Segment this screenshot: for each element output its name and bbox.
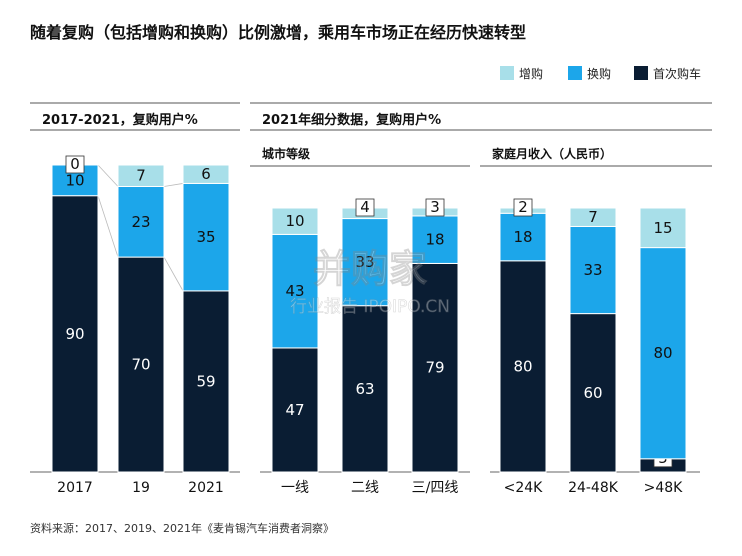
data-label-box <box>65 155 85 174</box>
watermark: 并购家 行业报告 IPOIPO.CN <box>290 247 451 318</box>
category-label-income-1: 24-48K <box>568 480 619 496</box>
legend-label-first: 首次购车 <box>653 66 701 81</box>
data-label-trend-0-0: 90 <box>65 325 84 343</box>
connector-line <box>97 195 119 258</box>
bar-segment-city-2-0 <box>411 262 459 473</box>
data-label-city-0-0: 47 <box>285 401 304 419</box>
category-label-income-2: >48K <box>644 480 684 496</box>
category-label-city-1: 二线 <box>351 480 379 496</box>
bar-segment-city-1-0 <box>341 305 389 473</box>
connector-line <box>163 183 184 187</box>
bar-segment-city-0-0 <box>271 347 319 473</box>
data-label-city-2-0: 79 <box>425 359 444 377</box>
data-label-income-0-1: 18 <box>513 228 532 246</box>
data-label-income-0-0: 80 <box>513 357 532 375</box>
bar-segment-trend-2-1 <box>182 182 230 292</box>
left-panel-title: 2017-2021，复购用户% <box>42 112 198 128</box>
source-note: 资料来源：2017、2019、2021年《麦肯锡汽车消费者洞察》 <box>30 521 334 535</box>
bar-segment-trend-2-2 <box>182 164 230 184</box>
data-label-box <box>355 198 375 217</box>
category-label-city-2: 三/四线 <box>412 480 459 496</box>
bar-segment-trend-0-0 <box>51 195 99 473</box>
legend: 增购 换购 首次购车 <box>500 66 701 81</box>
bar-segment-trend-2-0 <box>182 290 230 473</box>
data-label-trend-1-0: 70 <box>131 356 150 374</box>
data-label-city-1-1: 33 <box>355 253 374 271</box>
data-label-city-1-2: 4 <box>360 198 370 216</box>
data-label-trend-1-1: 23 <box>131 213 150 231</box>
legend-label-add: 增购 <box>519 66 543 81</box>
bars-layer: 9010020177023719593562021474310一线63334二线… <box>51 155 687 496</box>
data-label-trend-0-2: 0 <box>70 155 80 173</box>
data-label-income-2-1: 80 <box>653 344 672 362</box>
data-label-trend-2-2: 6 <box>201 165 211 183</box>
category-label-city-0: 一线 <box>281 480 309 496</box>
data-label-box <box>513 198 533 217</box>
bar-segment-city-1-1 <box>341 218 389 307</box>
data-label-trend-2-1: 35 <box>196 228 215 246</box>
legend-swatch-replace <box>568 66 582 80</box>
data-label-trend-2-0: 59 <box>196 372 215 390</box>
data-label-trend-1-2: 7 <box>136 167 146 185</box>
category-label-trend-1: 19 <box>132 480 150 496</box>
connector-line <box>163 256 184 292</box>
legend-swatch-first <box>634 66 648 80</box>
category-label-trend-2: 2021 <box>188 480 224 496</box>
bar-segment-income-2-1 <box>639 247 687 460</box>
data-label-income-1-2: 7 <box>588 208 598 226</box>
category-label-income-0: <24K <box>504 480 544 496</box>
connector-line <box>97 164 119 187</box>
city-subtitle: 城市等级 <box>262 146 310 161</box>
chart-title: 随着复购（包括增购和换购）比例激增，乘用车市场正在经历快速转型 <box>30 23 526 42</box>
bar-segment-income-2-2 <box>639 207 687 249</box>
bar-segment-income-1-1 <box>569 225 617 315</box>
bar-segment-income-0-0 <box>499 260 547 473</box>
category-label-trend-0: 2017 <box>57 480 93 496</box>
bar-segment-trend-1-2 <box>117 164 165 187</box>
bar-segment-city-0-2 <box>271 207 319 235</box>
data-label-box <box>425 198 445 217</box>
legend-label-replace: 换购 <box>587 66 611 81</box>
data-label-city-2-1: 18 <box>425 231 444 249</box>
bar-segment-income-1-0 <box>569 313 617 473</box>
data-label-city-1-0: 63 <box>355 380 374 398</box>
data-label-trend-0-1: 10 <box>65 171 84 189</box>
watermark-brand: 并购家 <box>313 247 427 291</box>
data-label-income-1-0: 60 <box>583 384 602 402</box>
bar-segment-city-0-1 <box>271 233 319 349</box>
legend-swatch-add <box>500 66 514 80</box>
data-label-income-0-2: 2 <box>518 198 528 216</box>
data-label-income-2-2: 15 <box>653 219 672 237</box>
bar-segment-city-2-1 <box>411 215 459 264</box>
bar-segment-income-0-1 <box>499 212 547 262</box>
income-subtitle: 家庭月收入（人民币） <box>492 146 612 161</box>
data-label-city-2-2: 3 <box>430 198 440 216</box>
data-label-city-0-1: 43 <box>285 282 304 300</box>
data-label-city-0-2: 10 <box>285 212 304 230</box>
right-panel-title: 2021年细分数据，复购用户% <box>262 112 441 128</box>
watermark-sub: 行业报告 IPOIPO.CN <box>290 297 450 317</box>
bar-segment-income-1-2 <box>569 207 617 227</box>
data-label-income-1-1: 33 <box>583 261 602 279</box>
